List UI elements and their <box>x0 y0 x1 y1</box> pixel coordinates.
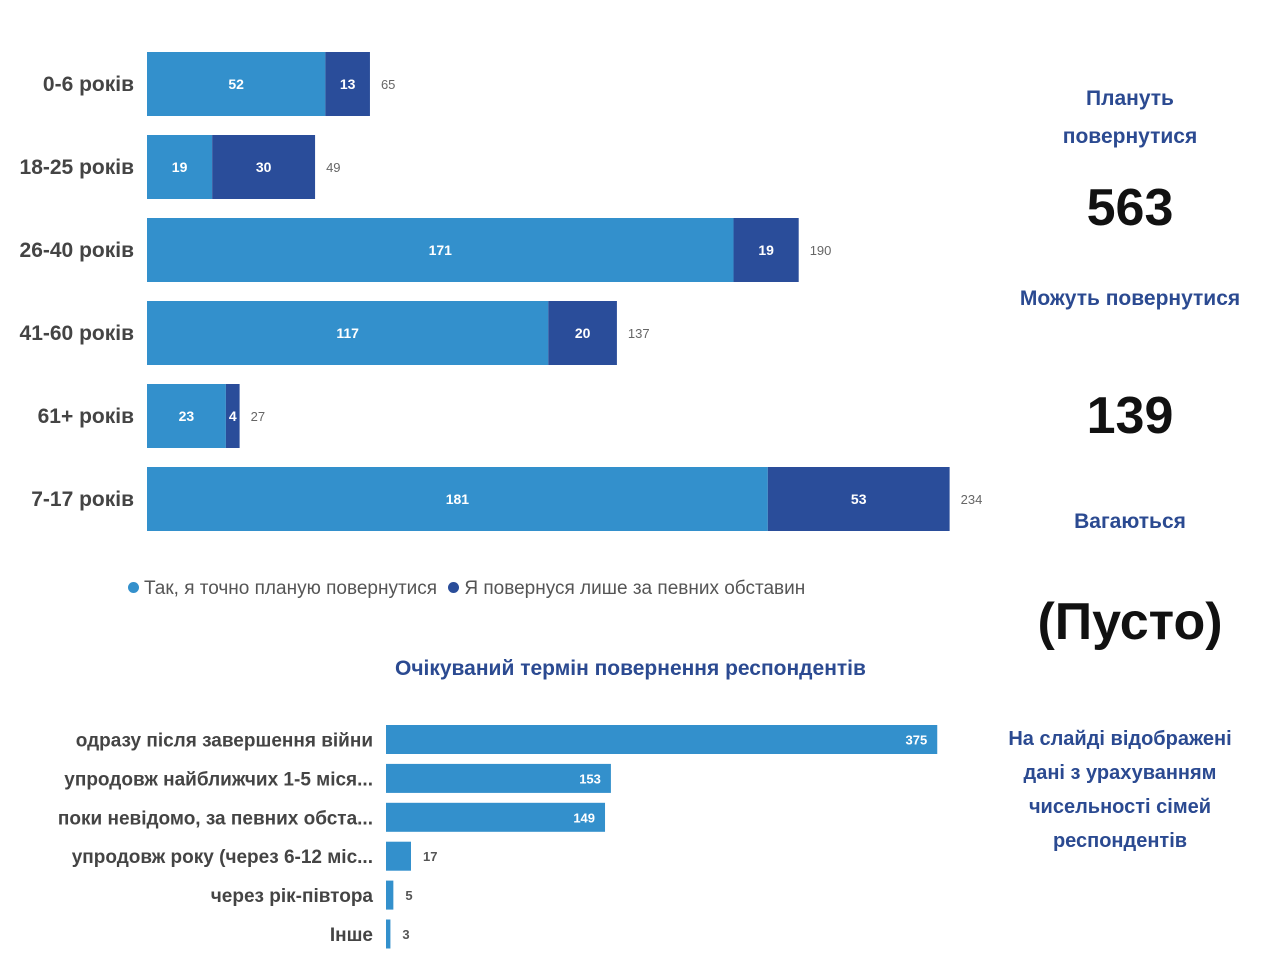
legend-dot-definitely-return <box>128 582 139 593</box>
legend-dot-conditional-return <box>448 582 460 593</box>
segment-value-label: 23 <box>179 408 195 424</box>
term-bar[interactable] <box>386 763 611 793</box>
bar-segment-definitely[interactable] <box>147 301 549 365</box>
bar-segment-definitely[interactable] <box>147 467 768 531</box>
term-category-label: Інше <box>330 925 373 946</box>
term-value-label: 375 <box>906 733 928 748</box>
term-value-label: 3 <box>402 927 409 942</box>
bar-segment-conditional[interactable] <box>733 218 799 282</box>
term-category-label: упродовж найближчих 1-5 міся... <box>64 769 373 790</box>
return-term-bar-chart: одразу після завершення війни 375 упродовж… <box>58 725 938 949</box>
segment-value-label: 19 <box>172 159 188 175</box>
segment-value-label: 117 <box>336 325 359 341</box>
term-category-label: поки невідомо, за певних обста... <box>58 808 373 829</box>
term-value-label: 5 <box>405 888 412 903</box>
kpi-plan-value: 563 <box>1086 179 1174 237</box>
segment-value-label: 52 <box>228 76 244 92</box>
legend-label-definitely-return: Так, я точно планую повернутися <box>144 578 438 599</box>
bar-segment-definitely[interactable] <box>147 218 734 282</box>
bar-segment-conditional[interactable] <box>212 135 316 199</box>
term-bar[interactable] <box>386 841 411 871</box>
bar-segment-definitely[interactable] <box>147 52 326 116</box>
return-term-chart-title: Очікуваний термін повернення респонденті… <box>395 657 866 680</box>
bar-segment-conditional[interactable] <box>548 301 617 365</box>
segment-value-label: 20 <box>575 325 591 341</box>
segment-value-label: 171 <box>429 242 453 258</box>
kpi-may-value: 139 <box>1086 387 1174 445</box>
term-bar[interactable] <box>386 919 391 949</box>
total-value-label: 27 <box>251 409 265 424</box>
term-category-label: через рік-півтора <box>211 886 374 907</box>
term-value-label: 149 <box>573 810 595 825</box>
category-label: 0-6 років <box>43 73 134 96</box>
segment-value-label: 19 <box>758 242 774 258</box>
bar-segment-definitely[interactable] <box>147 384 226 448</box>
kpi-may-label: Можуть повернутися <box>1019 287 1241 310</box>
bar-segment-definitely[interactable] <box>147 135 213 199</box>
total-value-label: 234 <box>961 492 983 507</box>
kpi-hesitate-value: (Пусто) <box>1037 593 1223 651</box>
category-label: 7-17 років <box>31 488 134 511</box>
chart-legend: Так, я точно планую повернутися Я поверн… <box>128 578 811 600</box>
legend-item-conditional-return[interactable]: Я повернуся лише за певних обставин <box>448 578 805 600</box>
segment-value-label: 181 <box>446 491 470 507</box>
total-value-label: 137 <box>628 326 650 341</box>
segment-value-label: 30 <box>256 159 272 175</box>
term-bar[interactable] <box>386 880 394 910</box>
age-return-stacked-bar-chart: 0-6 років 52 13 65 18-25 років 19 30 49 26-40 ро… <box>20 52 983 531</box>
kpi-plan-label: Плануть повернутися <box>1062 87 1198 148</box>
term-bar[interactable] <box>386 725 938 754</box>
term-category-label: упродовж року (через 6-12 міс... <box>72 847 373 868</box>
category-label: 41-60 років <box>20 322 135 345</box>
segment-value-label: 53 <box>851 491 867 507</box>
data-note: На слайді відображені дані з урахуванням… <box>1008 728 1232 852</box>
category-label: 18-25 років <box>20 156 135 179</box>
segment-value-label: 13 <box>340 76 356 92</box>
segment-value-label: 4 <box>229 408 237 424</box>
category-label: 26-40 років <box>20 239 135 262</box>
legend-item-definitely-return[interactable]: Так, я точно планую повернутися <box>128 578 437 600</box>
total-value-label: 190 <box>810 243 832 258</box>
term-value-label: 17 <box>423 849 437 864</box>
bar-segment-conditional[interactable] <box>225 384 240 448</box>
term-value-label: 153 <box>579 771 601 786</box>
total-value-label: 49 <box>326 160 340 175</box>
term-category-label: одразу після завершення війни <box>76 731 373 752</box>
bar-segment-conditional[interactable] <box>767 467 950 531</box>
legend-label-conditional-return: Я повернуся лише за певних обставин <box>464 578 806 599</box>
total-value-label: 65 <box>381 77 395 92</box>
bar-segment-conditional[interactable] <box>325 52 370 116</box>
category-label: 61+ років <box>38 405 134 428</box>
kpi-hesitate-label: Вагаються <box>1074 510 1186 533</box>
term-bar[interactable] <box>386 802 606 832</box>
